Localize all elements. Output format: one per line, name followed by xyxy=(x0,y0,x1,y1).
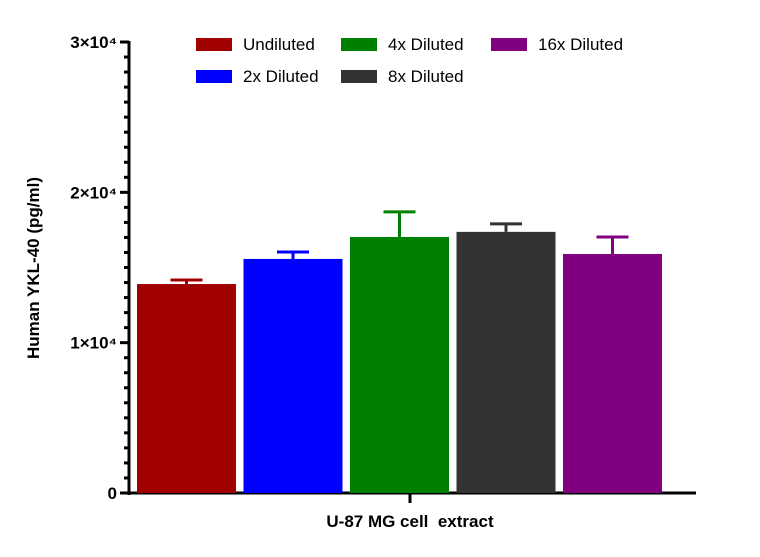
legend-swatch xyxy=(196,70,232,83)
legend-swatch xyxy=(491,38,527,51)
bars xyxy=(137,210,662,493)
bar-16x-diluted xyxy=(563,253,662,493)
legend: Undiluted 2x Diluted 4x Diluted 8x Diluted 1… xyxy=(196,35,623,86)
bar-8x-diluted xyxy=(456,231,556,493)
y-tick-label: 0 xyxy=(108,484,117,503)
y-axis-label: Human YKL-40 (pg/ml) xyxy=(24,177,43,359)
y-tick-label: 1×10⁴ xyxy=(70,334,117,353)
bar-undiluted xyxy=(137,284,236,493)
legend-swatch xyxy=(341,70,377,83)
legend-swatch xyxy=(196,38,232,51)
legend-label: 8x Diluted xyxy=(388,67,464,86)
x-axis-label: U-87 MG cell extract xyxy=(326,512,494,531)
y-tick-label: 2×10⁴ xyxy=(70,183,117,202)
legend-label: 16x Diluted xyxy=(538,35,623,54)
bar-4x-diluted xyxy=(350,236,449,493)
legend-label: 2x Diluted xyxy=(243,67,319,86)
legend-label: 4x Diluted xyxy=(388,35,464,54)
y-tick-label: 3×10⁴ xyxy=(70,33,117,52)
legend-swatch xyxy=(341,38,377,51)
legend-label: Undiluted xyxy=(243,35,315,54)
bar-2x-diluted xyxy=(243,258,343,493)
